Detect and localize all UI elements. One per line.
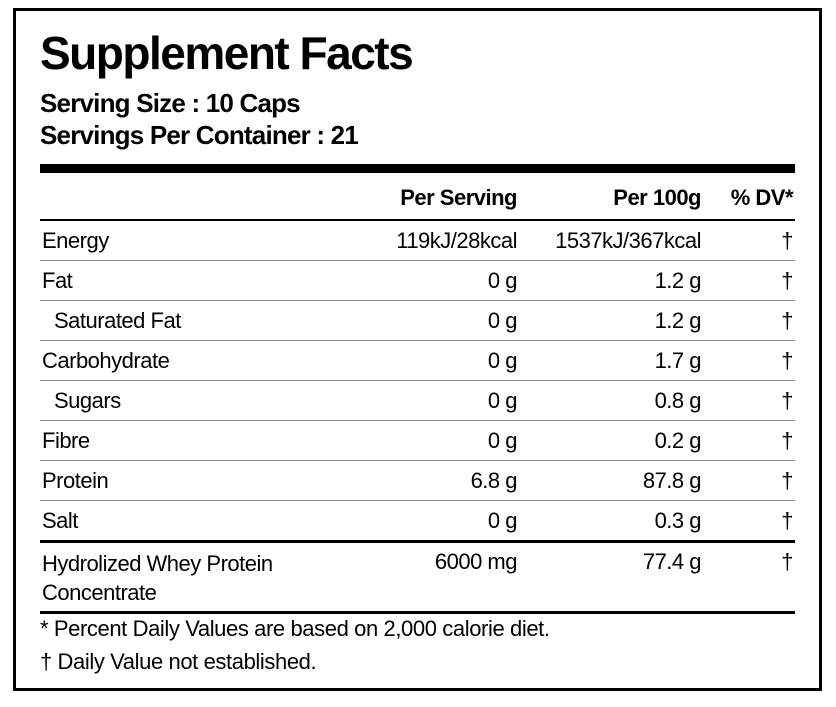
per-100g: 87.8 g xyxy=(642,467,702,493)
divider xyxy=(40,164,795,173)
servings-per-container: Servings Per Container : 21 xyxy=(40,120,359,150)
daily-value: † xyxy=(781,267,793,293)
per-serving: 119kJ/28kcal xyxy=(396,227,517,253)
nutrient-name: Fat xyxy=(42,268,73,293)
daily-value: † xyxy=(781,387,793,413)
table-row: Sugars 0 g 0.8 g † xyxy=(40,381,795,421)
daily-value: † xyxy=(781,467,793,493)
nutrient-name: Protein xyxy=(42,468,109,493)
per-serving: 6000 mg xyxy=(434,549,518,574)
label-border xyxy=(13,8,822,691)
per-serving: 0 g xyxy=(487,267,518,293)
per-serving: 0 g xyxy=(487,427,518,453)
per-serving: 0 g xyxy=(487,347,518,373)
facts-table: Per Serving Per 100g % DV* Energy 119kJ/2… xyxy=(40,176,795,614)
per-serving: 0 g xyxy=(487,307,518,333)
per-100g: 0.8 g xyxy=(654,387,702,413)
table-row: Carbohydrate 0 g 1.7 g † xyxy=(40,341,795,381)
header: % DV* xyxy=(730,184,794,210)
table-row: Fat 0 g 1.2 g † xyxy=(40,261,795,301)
title: Supplement Facts xyxy=(40,27,414,79)
daily-value: † xyxy=(781,549,793,574)
table-row: Hydrolized Whey Protein Concentrate 6000 … xyxy=(40,540,795,614)
footnote: * Percent Daily Values are based on 2,00… xyxy=(40,616,550,641)
serving-size: Serving Size : 10 Caps xyxy=(40,88,301,118)
daily-value: † xyxy=(781,347,793,373)
table-row: Energy 119kJ/28kcal 1537kJ/367kcal † xyxy=(40,221,795,261)
nutrient-name: Saturated Fat xyxy=(54,308,181,333)
daily-value: † xyxy=(781,227,793,253)
per-serving: 0 g xyxy=(487,507,518,533)
per-100g: 0.3 g xyxy=(654,507,702,533)
table-row: Saturated Fat 0 g 1.2 g † xyxy=(40,301,795,341)
nutrient-name: Salt xyxy=(42,508,78,533)
daily-value: † xyxy=(781,507,793,533)
nutrient-name: Sugars xyxy=(54,388,121,413)
nutrient-name: Energy xyxy=(42,228,109,253)
header-row: Per Serving Per 100g % DV* xyxy=(40,176,795,221)
per-serving: 6.8 g xyxy=(470,467,518,493)
footnote: † Daily Value not established. xyxy=(40,649,317,674)
table-row: Protein 6.8 g 87.8 g † xyxy=(40,461,795,501)
nutrient-name: Carbohydrate xyxy=(42,348,170,373)
per-serving: 0 g xyxy=(487,387,518,413)
daily-value: † xyxy=(781,427,793,453)
header: Per 100g xyxy=(613,184,701,210)
per-100g: 1.2 g xyxy=(654,307,702,333)
table-row: Salt 0 g 0.3 g † xyxy=(40,501,795,541)
per-100g: 1.7 g xyxy=(654,347,702,373)
nutrient-name: Fibre xyxy=(42,428,90,453)
per-100g: 0.2 g xyxy=(654,427,702,453)
per-100g: 1537kJ/367kcal xyxy=(555,227,701,253)
header: Per Serving xyxy=(400,184,517,210)
table-row: Fibre 0 g 0.2 g † xyxy=(40,421,795,461)
per-100g: 1.2 g xyxy=(654,267,702,293)
daily-value: † xyxy=(781,307,793,333)
per-100g: 77.4 g xyxy=(642,549,702,574)
nutrient-name: Hydrolized Whey Protein Concentrate xyxy=(42,551,273,605)
